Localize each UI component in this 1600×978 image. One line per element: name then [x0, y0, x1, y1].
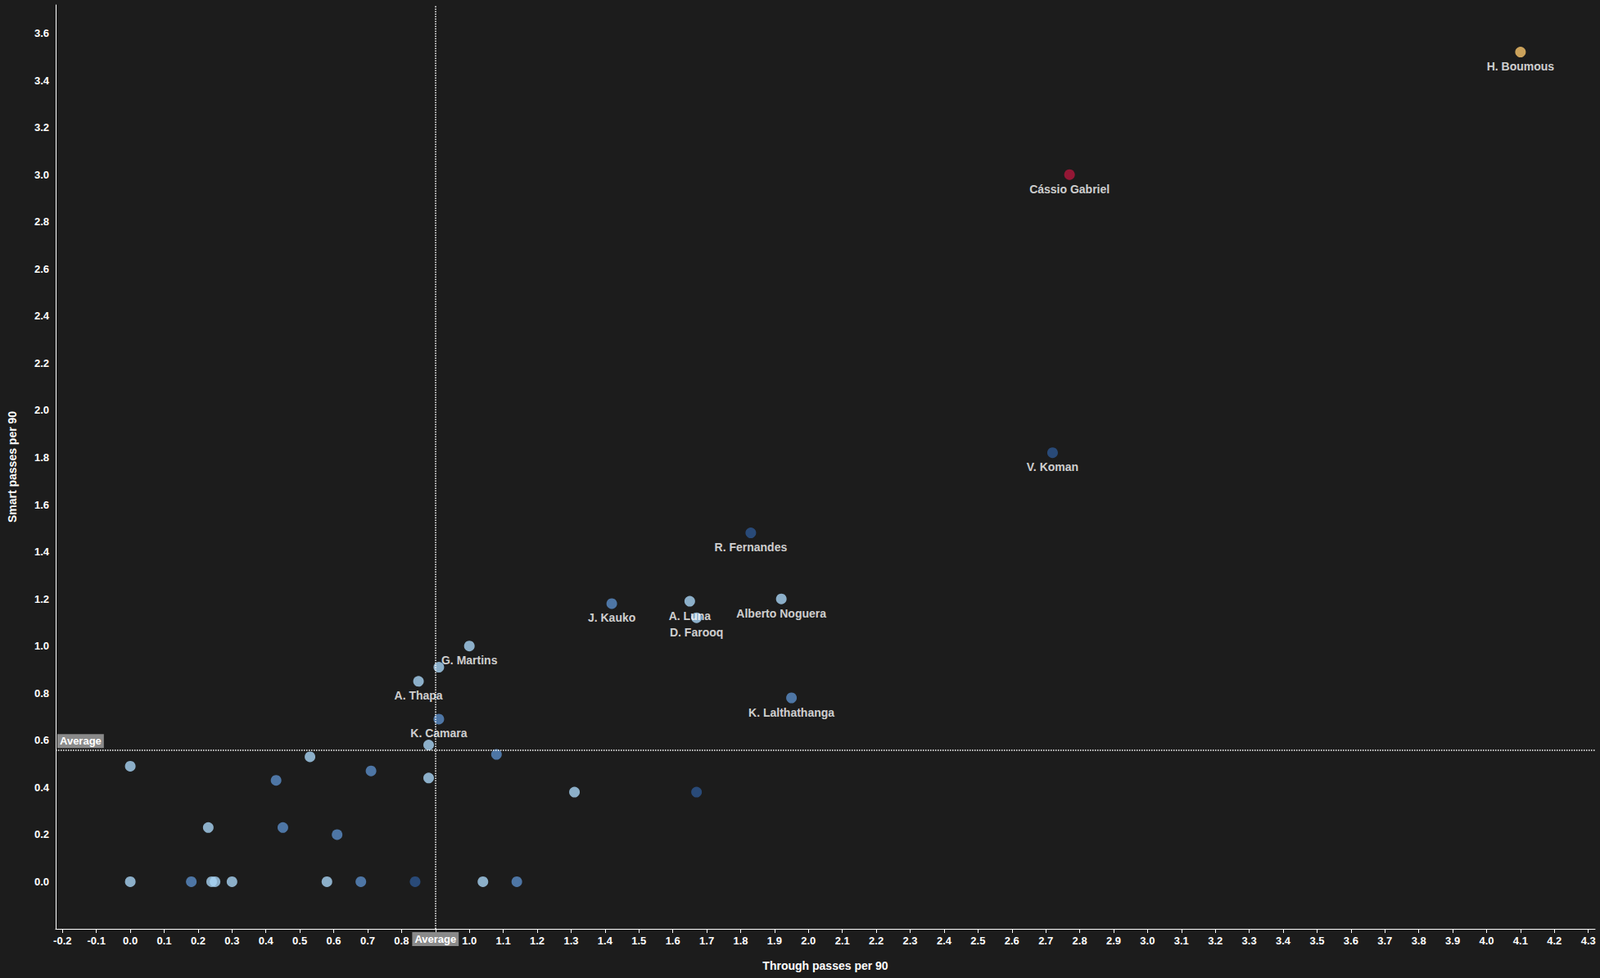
svg-text:4.1: 4.1: [1513, 934, 1528, 947]
svg-text:D. Farooq: D. Farooq: [669, 625, 724, 639]
svg-text:3.7: 3.7: [1377, 934, 1393, 947]
svg-text:Average: Average: [414, 932, 457, 945]
svg-text:A. Thapa: A. Thapa: [394, 688, 443, 703]
svg-text:3.4: 3.4: [1275, 934, 1292, 947]
svg-text:0.5: 0.5: [292, 934, 308, 947]
svg-text:0.0: 0.0: [122, 934, 138, 947]
svg-text:3.9: 3.9: [1445, 934, 1460, 947]
svg-text:3.2: 3.2: [1207, 934, 1223, 947]
svg-text:1.5: 1.5: [631, 934, 647, 947]
svg-text:1.8: 1.8: [732, 934, 748, 947]
svg-text:2.2: 2.2: [34, 357, 50, 370]
svg-text:1.6: 1.6: [34, 498, 50, 511]
svg-text:0.2: 0.2: [190, 934, 206, 947]
svg-text:J. Kauko: J. Kauko: [587, 610, 636, 624]
svg-text:1.0: 1.0: [461, 934, 477, 947]
svg-text:Alberto Noguera: Alberto Noguera: [736, 606, 827, 620]
svg-text:0.2: 0.2: [34, 827, 50, 841]
svg-text:1.4: 1.4: [34, 545, 50, 558]
svg-text:V. Koman: V. Koman: [1026, 460, 1079, 474]
svg-text:0.7: 0.7: [360, 934, 376, 947]
svg-text:0.8: 0.8: [34, 687, 50, 700]
svg-text:1.3: 1.3: [563, 934, 579, 947]
svg-text:1.1: 1.1: [496, 934, 511, 947]
svg-text:0.4: 0.4: [258, 934, 275, 947]
svg-text:2.4: 2.4: [34, 309, 50, 322]
svg-text:3.6: 3.6: [34, 27, 50, 40]
svg-text:4.2: 4.2: [1546, 934, 1562, 947]
svg-text:G. Martins: G. Martins: [441, 653, 498, 667]
svg-text:1.0: 1.0: [34, 639, 50, 652]
svg-text:0.8: 0.8: [393, 934, 409, 947]
svg-text:2.8: 2.8: [1072, 934, 1088, 947]
svg-text:0.3: 0.3: [224, 934, 240, 947]
svg-text:3.2: 3.2: [34, 121, 50, 134]
svg-text:2.5: 2.5: [970, 934, 986, 947]
svg-text:2.6: 2.6: [1004, 934, 1020, 947]
svg-text:3.0: 3.0: [1139, 934, 1155, 947]
svg-text:3.6: 3.6: [1343, 934, 1359, 947]
svg-text:1.2: 1.2: [529, 934, 545, 947]
svg-text:0.6: 0.6: [34, 733, 50, 746]
svg-text:1.2: 1.2: [34, 592, 50, 606]
svg-text:A. Luna: A. Luna: [668, 609, 712, 623]
svg-text:K. Camara: K. Camara: [410, 726, 467, 740]
svg-text:2.0: 2.0: [800, 934, 816, 947]
svg-text:0.4: 0.4: [34, 781, 50, 794]
svg-text:3.8: 3.8: [1411, 934, 1427, 947]
svg-text:3.1: 3.1: [1174, 934, 1189, 947]
svg-text:2.4: 2.4: [936, 934, 953, 947]
svg-text:4.3: 4.3: [1581, 934, 1596, 947]
svg-text:2.9: 2.9: [1106, 934, 1121, 947]
svg-text:2.8: 2.8: [34, 215, 50, 228]
svg-text:Cássio Gabriel: Cássio Gabriel: [1029, 182, 1110, 196]
svg-text:0.0: 0.0: [34, 875, 50, 888]
svg-text:1.9: 1.9: [767, 934, 782, 947]
svg-text:2.2: 2.2: [868, 934, 884, 947]
svg-text:3.4: 3.4: [34, 74, 50, 87]
svg-text:0.6: 0.6: [326, 934, 342, 947]
svg-text:R. Fernandes: R. Fernandes: [714, 540, 788, 554]
svg-text:H. Boumous: H. Boumous: [1487, 59, 1555, 73]
svg-text:3.3: 3.3: [1242, 934, 1257, 947]
svg-text:2.0: 2.0: [34, 403, 50, 416]
svg-text:2.7: 2.7: [1038, 934, 1054, 947]
svg-text:2.6: 2.6: [34, 262, 50, 276]
svg-text:Average: Average: [59, 734, 102, 747]
svg-text:1.8: 1.8: [34, 451, 50, 464]
svg-text:1.6: 1.6: [665, 934, 681, 947]
svg-text:3.5: 3.5: [1309, 934, 1325, 947]
svg-text:4.0: 4.0: [1478, 934, 1494, 947]
svg-text:-0.1: -0.1: [86, 934, 105, 947]
svg-text:-0.2: -0.2: [53, 934, 72, 947]
svg-text:2.3: 2.3: [902, 934, 918, 947]
svg-text:1.4: 1.4: [597, 934, 614, 947]
svg-text:2.1: 2.1: [835, 934, 850, 947]
svg-text:Smart passes per 90: Smart passes per 90: [5, 411, 19, 523]
svg-text:K. Lalthathanga: K. Lalthathanga: [748, 705, 835, 719]
svg-text:1.7: 1.7: [699, 934, 715, 947]
svg-text:3.0: 3.0: [34, 168, 50, 181]
svg-text:Through passes per 90: Through passes per 90: [762, 958, 888, 972]
svg-text:0.1: 0.1: [156, 934, 172, 947]
